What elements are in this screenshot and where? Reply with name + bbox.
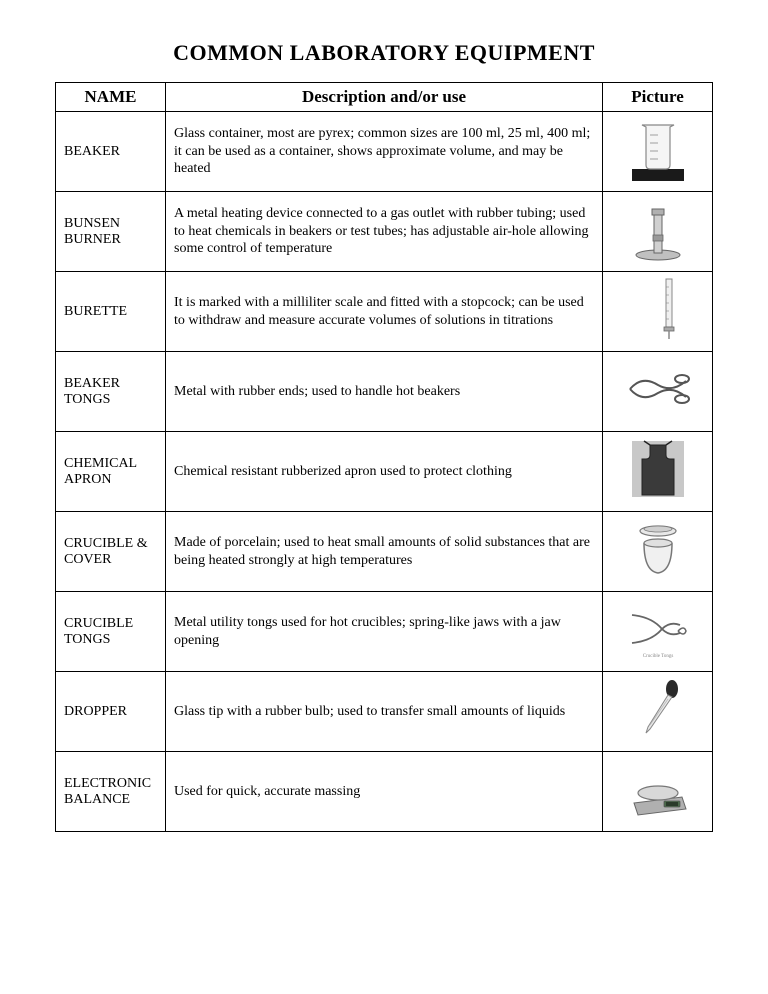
- table-header-row: NAME Description and/or use Picture: [56, 83, 713, 112]
- table-row: BUNSEN BURNER A metal heating device con…: [56, 192, 713, 272]
- table-row: CRUCIBLE TONGS Metal utility tongs used …: [56, 592, 713, 672]
- beaker-tongs-icon: [622, 355, 694, 423]
- equipment-table: NAME Description and/or use Picture BEAK…: [55, 82, 713, 832]
- row-name: CRUCIBLE TONGS: [56, 592, 166, 672]
- row-picture: Crucible Tongs: [603, 592, 713, 672]
- beaker-icon: [622, 115, 694, 183]
- col-header-picture: Picture: [603, 83, 713, 112]
- table-body: BEAKER Glass container, most are pyrex; …: [56, 112, 713, 832]
- crucible-icon: [622, 515, 694, 583]
- row-picture: [603, 192, 713, 272]
- row-name: BUNSEN BURNER: [56, 192, 166, 272]
- row-description: Metal with rubber ends; used to handle h…: [166, 352, 603, 432]
- row-name: BEAKER TONGS: [56, 352, 166, 432]
- row-picture: [603, 752, 713, 832]
- row-picture: [603, 672, 713, 752]
- balance-icon: [622, 755, 694, 823]
- row-description: Metal utility tongs used for hot crucibl…: [166, 592, 603, 672]
- table-row: CHEMICAL APRON Chemical resistant rubber…: [56, 432, 713, 512]
- dropper-icon: [622, 675, 694, 743]
- row-name: BURETTE: [56, 272, 166, 352]
- table-row: DROPPER Glass tip with a rubber bulb; us…: [56, 672, 713, 752]
- row-description: A metal heating device connected to a ga…: [166, 192, 603, 272]
- row-description: Used for quick, accurate massing: [166, 752, 603, 832]
- row-name: ELECTRONIC BALANCE: [56, 752, 166, 832]
- apron-icon: [622, 435, 694, 503]
- row-picture: [603, 512, 713, 592]
- row-description: Glass tip with a rubber bulb; used to tr…: [166, 672, 603, 752]
- row-name: BEAKER: [56, 112, 166, 192]
- row-description: Glass container, most are pyrex; common …: [166, 112, 603, 192]
- table-row: ELECTRONIC BALANCE Used for quick, accur…: [56, 752, 713, 832]
- page-title: COMMON LABORATORY EQUIPMENT: [55, 40, 713, 66]
- table-row: CRUCIBLE & COVER Made of porcelain; used…: [56, 512, 713, 592]
- row-description: It is marked with a milliliter scale and…: [166, 272, 603, 352]
- row-name: DROPPER: [56, 672, 166, 752]
- row-name: CHEMICAL APRON: [56, 432, 166, 512]
- row-description: Chemical resistant rubberized apron used…: [166, 432, 603, 512]
- col-header-description: Description and/or use: [166, 83, 603, 112]
- row-picture: [603, 112, 713, 192]
- table-row: BURETTE It is marked with a milliliter s…: [56, 272, 713, 352]
- row-description: Made of porcelain; used to heat small am…: [166, 512, 603, 592]
- bunsen-burner-icon: [622, 195, 694, 263]
- row-picture: [603, 352, 713, 432]
- col-header-name: NAME: [56, 83, 166, 112]
- table-row: BEAKER Glass container, most are pyrex; …: [56, 112, 713, 192]
- row-picture: [603, 272, 713, 352]
- svg-text:Crucible Tongs: Crucible Tongs: [642, 654, 673, 659]
- crucible-tongs-icon: Crucible Tongs: [622, 595, 694, 663]
- row-name: CRUCIBLE & COVER: [56, 512, 166, 592]
- table-row: BEAKER TONGS Metal with rubber ends; use…: [56, 352, 713, 432]
- burette-icon: [622, 275, 694, 343]
- row-picture: [603, 432, 713, 512]
